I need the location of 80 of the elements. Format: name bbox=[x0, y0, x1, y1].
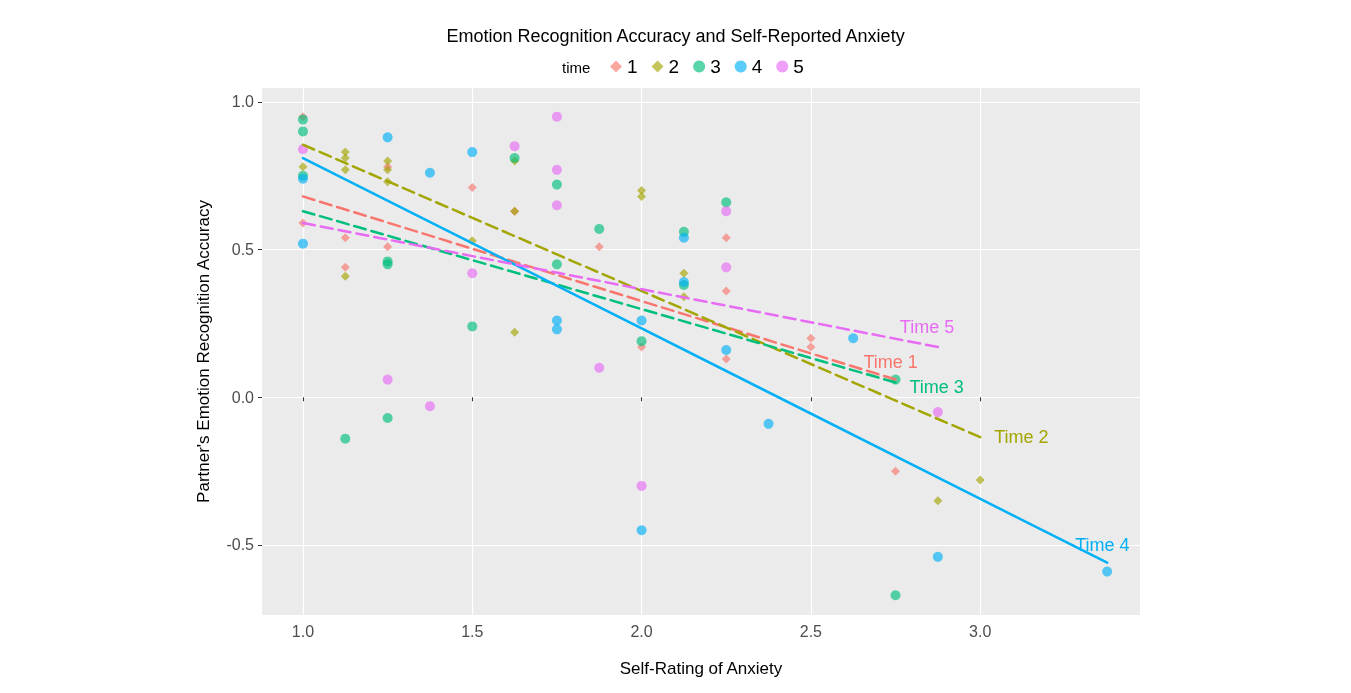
legend-label: 3 bbox=[710, 56, 721, 77]
series-label: Time 2 bbox=[994, 427, 1049, 448]
legend-label: 2 bbox=[668, 56, 680, 77]
point bbox=[806, 333, 816, 343]
legend-title: time bbox=[562, 59, 591, 76]
x-tick-label: 1.5 bbox=[461, 622, 484, 640]
series-label: Time 1 bbox=[863, 351, 918, 372]
point bbox=[467, 321, 478, 332]
point bbox=[467, 183, 477, 193]
point bbox=[382, 132, 393, 143]
point bbox=[679, 268, 689, 278]
point bbox=[721, 286, 731, 296]
point bbox=[891, 466, 901, 476]
point bbox=[637, 191, 647, 201]
point bbox=[298, 162, 308, 172]
point bbox=[594, 362, 605, 373]
point bbox=[636, 315, 647, 326]
x-axis-title: Self-Rating of Anxiety bbox=[619, 659, 783, 678]
point bbox=[340, 165, 350, 175]
point bbox=[467, 268, 478, 279]
y-axis-title: Partner's Emotion Recognition Accuracy bbox=[194, 199, 213, 503]
point bbox=[932, 551, 943, 562]
point bbox=[721, 345, 732, 356]
point bbox=[340, 262, 350, 272]
point bbox=[721, 197, 732, 208]
point bbox=[594, 242, 604, 252]
point bbox=[678, 232, 689, 243]
point bbox=[1102, 566, 1113, 577]
point bbox=[510, 327, 520, 337]
point bbox=[721, 354, 731, 364]
point bbox=[721, 206, 732, 217]
point bbox=[509, 141, 520, 152]
point bbox=[340, 233, 350, 243]
point bbox=[551, 179, 562, 190]
point bbox=[551, 315, 562, 326]
series-label: Time 4 bbox=[1075, 534, 1130, 555]
point bbox=[297, 238, 308, 249]
point bbox=[975, 475, 985, 485]
point bbox=[383, 242, 393, 252]
point bbox=[721, 233, 731, 243]
series-label: Time 5 bbox=[899, 317, 955, 338]
point bbox=[636, 336, 647, 347]
point bbox=[551, 111, 562, 122]
point bbox=[594, 223, 605, 234]
x-tick-label: 1.0 bbox=[291, 622, 315, 640]
point bbox=[932, 407, 943, 418]
legend-label: 4 bbox=[751, 56, 763, 77]
y-tick-label: 0.0 bbox=[231, 388, 255, 406]
point bbox=[551, 324, 562, 335]
y-tick-label: 0.5 bbox=[231, 241, 255, 259]
point bbox=[424, 401, 435, 412]
point bbox=[551, 200, 562, 211]
point bbox=[763, 418, 774, 429]
legend-label: 5 bbox=[793, 56, 804, 77]
point bbox=[848, 333, 859, 344]
point bbox=[933, 496, 943, 506]
point bbox=[424, 167, 435, 178]
x-tick-label: 2.0 bbox=[630, 622, 653, 640]
point bbox=[551, 259, 562, 270]
point bbox=[382, 374, 393, 385]
series-label: Time 3 bbox=[909, 376, 964, 397]
point bbox=[636, 525, 647, 536]
point bbox=[340, 271, 350, 281]
y-tick-label: -0.5 bbox=[226, 536, 255, 554]
x-tick-label: 2.5 bbox=[799, 622, 823, 640]
point bbox=[806, 342, 816, 352]
point bbox=[890, 590, 901, 601]
y-tick-label: 1.0 bbox=[231, 93, 255, 111]
point bbox=[636, 480, 647, 491]
point bbox=[383, 156, 393, 166]
point bbox=[297, 126, 308, 137]
point bbox=[382, 412, 393, 423]
point bbox=[721, 262, 732, 273]
legend-label: 1 bbox=[627, 56, 638, 77]
point bbox=[551, 164, 562, 175]
x-tick-label: 3.0 bbox=[969, 622, 992, 640]
chart-title: Emotion Recognition Accuracy and Self-Reported Anxiety bbox=[446, 26, 905, 46]
point bbox=[340, 153, 350, 163]
point bbox=[467, 147, 478, 158]
point bbox=[340, 433, 351, 444]
